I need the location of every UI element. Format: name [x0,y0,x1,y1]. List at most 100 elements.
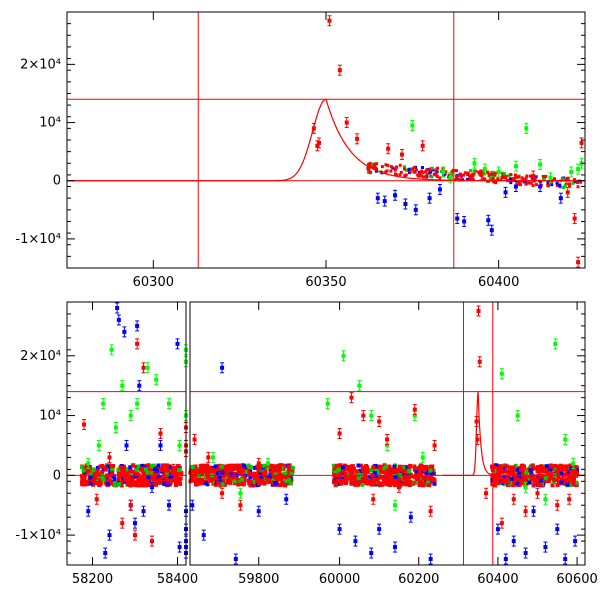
noise-point [571,478,576,483]
noise-point [389,466,394,471]
noise-point [217,474,222,479]
noise-point [283,471,288,476]
noise-point [210,472,215,477]
noise-point [385,480,390,485]
noise-point [501,479,506,484]
data-point [377,419,382,424]
data-point [399,152,404,157]
data-point [141,509,146,514]
noise-point [427,475,432,480]
data-point [94,497,99,502]
noise-point [282,481,287,486]
noise-point [189,467,194,472]
noise-point [367,481,372,486]
noise-point [371,165,375,169]
noise-point [552,478,557,483]
data-point [122,329,127,334]
noise-point [352,480,357,485]
data-point [538,162,543,167]
data-point [124,443,129,448]
data-point [393,193,398,198]
noise-point [417,174,421,178]
data-point [408,515,413,520]
noise-point [558,463,563,468]
noise-point [221,478,226,483]
noise-point [502,176,506,180]
noise-point [423,481,428,486]
noise-point [358,478,363,483]
noise-point [252,471,257,476]
noise-point [236,482,241,487]
noise-point [524,182,528,186]
noise-point [531,184,535,188]
noise-point [192,467,197,472]
noise-point [486,170,490,174]
data-point [476,308,481,313]
noise-point [471,178,475,182]
noise-point [238,472,243,477]
data-point [158,431,163,436]
noise-point [289,471,294,476]
noise-point [211,476,216,481]
x-tick-label: 60400 [477,572,518,587]
noise-point [197,468,202,473]
noise-point [438,176,442,180]
noise-point [101,466,106,471]
noise-point [532,466,537,471]
noise-point [361,465,366,470]
noise-point [110,470,115,475]
noise-point [141,475,146,480]
noise-point [103,480,108,485]
noise-point [572,178,576,182]
noise-point [556,466,561,471]
noise-point [255,464,260,469]
noise-point [493,470,498,475]
noise-point [358,468,363,473]
noise-point [499,178,503,182]
noise-point [128,471,133,476]
noise-point [513,469,518,474]
data-point [177,545,182,550]
data-point [462,219,467,224]
noise-point [117,482,122,487]
noise-point [205,471,210,476]
noise-point [190,465,195,470]
noise-point [513,173,517,177]
noise-point [364,481,369,486]
data-point [489,228,494,233]
noise-point [371,481,376,486]
data-point [579,140,584,145]
noise-point [347,464,352,469]
data-point [135,401,140,406]
noise-point [332,468,337,473]
data-point [115,305,120,310]
noise-point [398,173,402,177]
noise-point [538,478,543,483]
data-point [86,509,91,514]
noise-point [517,175,521,179]
noise-point [340,465,345,470]
noise-point [511,465,516,470]
noise-point [408,472,413,477]
data-point [437,187,442,192]
noise-point [88,472,93,477]
noise-point [100,469,105,474]
data-point [428,509,433,514]
noise-point [339,468,344,473]
data-point [103,551,108,556]
y-tick-label: 10⁴ [39,116,61,131]
noise-point [204,464,209,469]
noise-point [333,482,338,487]
noise-point [162,481,167,486]
noise-point [562,185,566,189]
data-point [82,422,86,427]
noise-point [525,174,529,178]
noise-point [555,183,559,187]
noise-point [98,481,103,486]
data-point [190,503,195,508]
noise-point [509,181,513,185]
data-point [353,539,358,544]
noise-point [95,468,100,473]
data-point [150,539,154,544]
noise-point [173,475,178,480]
